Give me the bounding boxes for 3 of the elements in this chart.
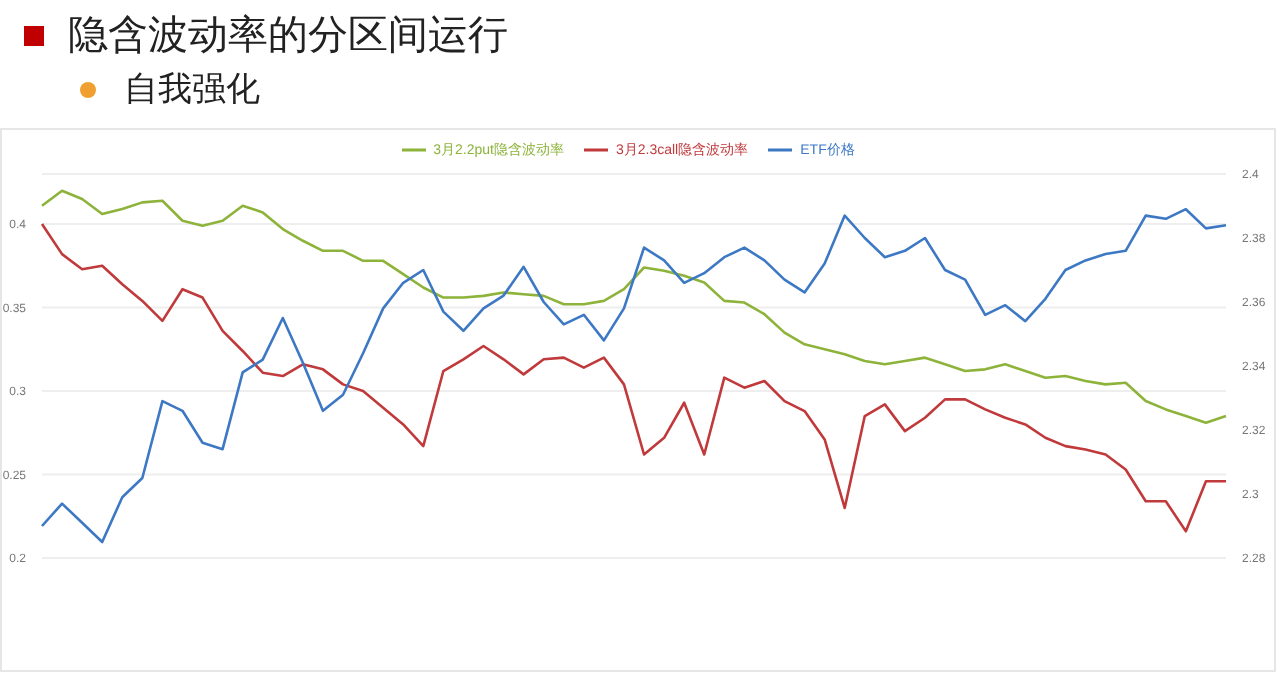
chart-subtitle: 自我强化 bbox=[124, 68, 260, 112]
chart-title: 隐含波动率的分区间运行 bbox=[68, 12, 508, 62]
line-series bbox=[40, 189, 1228, 425]
